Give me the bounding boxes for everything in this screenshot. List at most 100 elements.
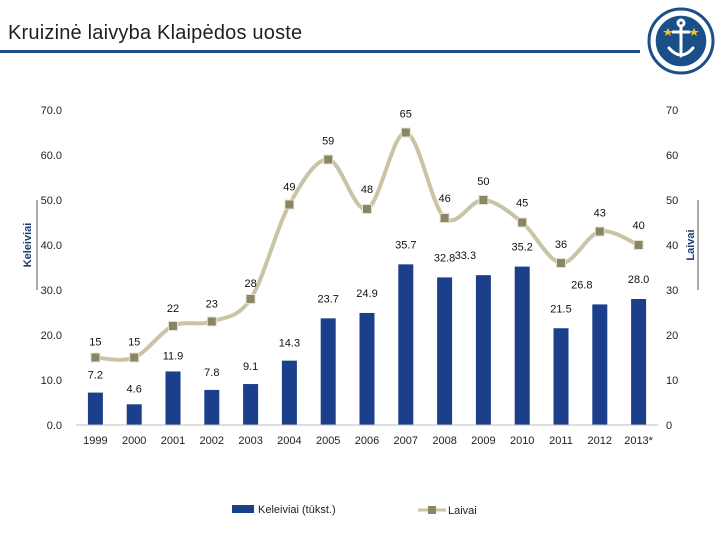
line-value-label: 36 [555,239,567,251]
bar-value-label: 4.6 [127,383,142,395]
line-marker [362,204,372,214]
x-tick-label: 2005 [316,435,340,447]
bar [165,371,181,425]
y-left-tick-label: 60.0 [41,150,62,162]
line-marker [400,127,411,138]
line-marker [633,240,644,250]
bar [553,328,569,425]
line-marker [323,154,334,165]
legend-label-keleiviai: Keleiviai (tūkst.) [258,504,336,516]
bar [592,304,608,425]
line-marker [478,195,489,205]
bar-value-label: 11.9 [163,350,184,362]
line-value-label: 22 [167,303,179,315]
line-marker [517,217,528,228]
line-marker [556,258,566,268]
bar-value-label: 33.3 [455,250,476,262]
y-left-tick-label: 30.0 [41,285,62,297]
line-value-label: 59 [322,136,334,148]
line-value-label: 65 [400,109,412,121]
x-tick-label: 2002 [200,435,224,447]
y-right-tick-label: 60 [666,150,678,162]
line-value-label: 43 [594,208,606,220]
line-value-label: 48 [361,184,373,196]
y-left-axis-label: Keleiviai [22,223,34,268]
x-tick-label: 2007 [394,435,418,447]
line-value-label: 15 [128,337,140,349]
bar [243,384,259,425]
line-marker [129,352,140,363]
legend-marker-laivai [428,506,436,514]
bar-value-label: 7.2 [88,370,103,382]
bar [475,275,491,425]
bar-value-label: 35.7 [395,239,416,251]
y-right-tick-label: 10 [666,375,678,387]
y-left-tick-label: 40.0 [41,240,62,252]
line-value-label: 46 [438,193,450,205]
x-tick-label: 1999 [83,435,107,447]
bar [87,392,103,425]
bar [398,264,414,425]
x-tick-label: 2009 [471,435,495,447]
y-left-tick-label: 0.0 [47,420,62,432]
y-right-tick-label: 20 [666,330,678,342]
x-tick-label: 2011 [549,435,573,447]
x-tick-label: 2003 [238,435,262,447]
bar-value-label: 35.2 [511,242,532,254]
y-left-tick-label: 10.0 [41,375,62,387]
x-tick-label: 2001 [161,435,185,447]
logo-stars [663,28,699,36]
bar [631,299,647,425]
bar-value-label: 26.8 [571,279,592,291]
y-right-axis-label: Laivai [685,229,697,260]
y-left-tick-label: 70.0 [41,105,62,117]
x-tick-label: 2010 [510,435,534,447]
line-value-label: 28 [244,278,256,290]
bar [126,404,142,425]
line-marker [90,352,101,363]
y-right-tick-label: 70 [666,105,678,117]
legend-label-laivai: Laivai [448,505,477,517]
line-value-label: 40 [632,220,644,232]
line-marker [245,294,256,304]
bar [204,389,220,425]
x-tick-label: 2006 [355,435,379,447]
line-value-label: 15 [89,337,101,349]
x-tick-label: 2013* [624,435,653,447]
bar-value-label: 28.0 [628,274,649,286]
line-marker [168,321,178,331]
line-value-label: 50 [477,176,489,188]
title-rule [0,50,640,53]
line-value-label: 49 [283,182,295,194]
page-title: Kruizinė laivyba Klaipėdos uoste [8,22,303,44]
bar-value-label: 24.9 [356,288,377,300]
line-marker [206,316,217,327]
line-value-label: 23 [206,299,218,311]
bar-value-label: 32.8 [434,252,455,264]
bar-value-label: 9.1 [243,361,258,373]
x-tick-label: 2000 [122,435,146,447]
bar [359,312,375,425]
line-value-label: 45 [516,198,528,210]
port-logo [647,7,715,75]
bar-value-label: 7.8 [204,367,219,379]
bar [514,266,530,425]
x-tick-label: 2008 [432,435,456,447]
bar [320,318,336,425]
bar-value-label: 14.3 [279,338,300,350]
line-marker [594,226,605,237]
line-marker [439,213,450,223]
bar [281,360,297,425]
bar-value-label: 21.5 [550,303,571,315]
legend-swatch-keleiviai [232,505,254,513]
bar [437,277,453,425]
y-left-tick-label: 20.0 [41,330,62,342]
x-tick-label: 2004 [277,435,301,447]
anchor-icon [667,18,695,58]
y-right-tick-label: 30 [666,285,678,297]
line-marker [284,199,295,210]
x-tick-label: 2012 [588,435,612,447]
y-right-tick-label: 50 [666,195,678,207]
y-right-tick-label: 40 [666,240,678,252]
